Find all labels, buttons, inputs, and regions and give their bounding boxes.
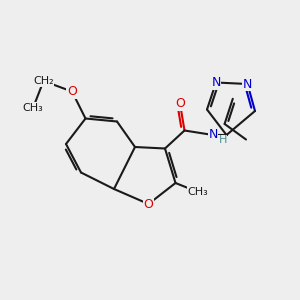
Text: N: N	[243, 77, 252, 91]
Text: O: O	[175, 97, 185, 110]
Text: CH₂: CH₂	[33, 76, 54, 86]
Text: O: O	[144, 197, 153, 211]
Text: CH₃: CH₃	[22, 103, 44, 113]
Text: N: N	[211, 76, 221, 89]
Text: O: O	[67, 85, 77, 98]
Text: CH₃: CH₃	[188, 187, 208, 197]
Text: N: N	[208, 128, 218, 142]
Text: H: H	[218, 135, 227, 146]
